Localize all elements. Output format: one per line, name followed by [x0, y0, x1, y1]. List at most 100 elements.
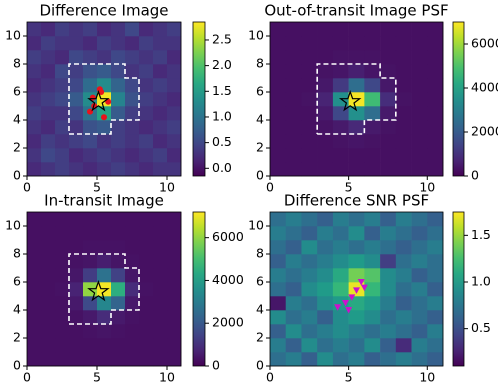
heatmap-cell [97, 36, 111, 50]
heatmap-cell [286, 324, 302, 338]
heatmap-cell [301, 22, 317, 36]
heatmap-cell [396, 162, 412, 176]
heatmap-cell [270, 352, 286, 366]
y-tick-label: 6 [256, 84, 264, 99]
heatmap-cell [286, 296, 302, 310]
y-tick-label: 10 [5, 218, 21, 233]
heatmap-cell [270, 106, 286, 120]
heatmap-cell [153, 226, 167, 240]
heatmap-cell [301, 352, 317, 366]
heatmap-cell [97, 352, 111, 366]
heatmap-cell [349, 324, 365, 338]
heatmap-cell [317, 324, 333, 338]
y-tick-label: 0 [13, 168, 21, 183]
heatmap-cell [317, 106, 333, 120]
y-tick-label: 0 [13, 358, 21, 373]
x-tick-label: 5 [93, 370, 101, 383]
heatmap-cell [270, 296, 286, 310]
heatmap-cell [111, 296, 125, 310]
heatmap-cell [396, 296, 412, 310]
heatmap-cell [111, 78, 125, 92]
heatmap-cell [380, 338, 396, 352]
heatmap-cell [301, 268, 317, 282]
heatmap-cell [412, 296, 428, 310]
y-tick-label: 0 [256, 168, 264, 183]
heatmap-cell [333, 148, 349, 162]
heatmap-cell [55, 324, 69, 338]
y-tick-label: 6 [256, 274, 264, 289]
heatmap-cell [69, 120, 83, 134]
heatmap-cell [349, 338, 365, 352]
heatmap-cell [349, 212, 365, 226]
heatmap-cell [349, 64, 365, 78]
heatmap-cell [333, 254, 349, 268]
heatmap-cell [380, 106, 396, 120]
heatmap-cell [83, 148, 97, 162]
heatmap-cell [412, 92, 428, 106]
heatmap-cell [83, 22, 97, 36]
heatmap-cell [41, 148, 55, 162]
heatmap-cell [317, 296, 333, 310]
heatmap-cell [111, 106, 125, 120]
heatmap-cell [301, 120, 317, 134]
heatmap-cell [167, 338, 181, 352]
heatmap-cell [167, 282, 181, 296]
heatmap-cell [69, 50, 83, 64]
heatmap-cell [301, 134, 317, 148]
colorbar-tick-label: 4000 [471, 80, 498, 95]
heatmap-cell [412, 352, 428, 366]
heatmap-cell [153, 296, 167, 310]
heatmap-cell [427, 134, 443, 148]
heatmap-cell [349, 120, 365, 134]
heatmap-cell [27, 226, 41, 240]
heatmap-cell [380, 22, 396, 36]
heatmap-cell [301, 212, 317, 226]
heatmap-cell [364, 92, 380, 106]
heatmap-cell [97, 254, 111, 268]
heatmap-cell [41, 106, 55, 120]
y-tick-label: 0 [256, 358, 264, 373]
heatmap-cell [380, 148, 396, 162]
heatmap-cell [333, 352, 349, 366]
heatmap-cell [270, 36, 286, 50]
heatmap-cell [41, 324, 55, 338]
heatmap-cell [69, 92, 83, 106]
heatmap-cell [125, 338, 139, 352]
heatmap-cell [412, 212, 428, 226]
x-tick-label: 5 [345, 370, 353, 383]
heatmap-cell [139, 296, 153, 310]
heatmap-cell [41, 120, 55, 134]
heatmap-cell [153, 134, 167, 148]
heatmap-cell [97, 310, 111, 324]
y-tick-label: 4 [256, 302, 264, 317]
heatmap-cell [41, 78, 55, 92]
heatmap-cell [270, 148, 286, 162]
heatmap-cell [27, 254, 41, 268]
heatmap-cell [125, 254, 139, 268]
heatmap-cell [396, 36, 412, 50]
heatmap-cell [83, 310, 97, 324]
heatmap-cell [396, 324, 412, 338]
heatmap-cell [349, 352, 365, 366]
heatmap-cell [55, 310, 69, 324]
heatmap-cell [69, 106, 83, 120]
heatmap-cell [380, 282, 396, 296]
heatmap-cell [55, 226, 69, 240]
heatmap-cell [286, 50, 302, 64]
heatmap-cell [270, 92, 286, 106]
heatmap-cell [364, 106, 380, 120]
heatmap-cell [167, 106, 181, 120]
heatmap-cell [111, 226, 125, 240]
colorbar-tick-label: 1.0 [471, 274, 491, 289]
heatmap-cell [364, 324, 380, 338]
panel-title: Difference Image [39, 2, 168, 20]
colorbar [453, 22, 464, 176]
heatmap-cell [41, 50, 55, 64]
heatmap-cell [111, 120, 125, 134]
heatmap-cell [27, 324, 41, 338]
heatmap-cell [286, 240, 302, 254]
heatmap-cell [69, 296, 83, 310]
heatmap-cell [270, 240, 286, 254]
heatmap-cell [139, 240, 153, 254]
heatmap-cell [412, 64, 428, 78]
